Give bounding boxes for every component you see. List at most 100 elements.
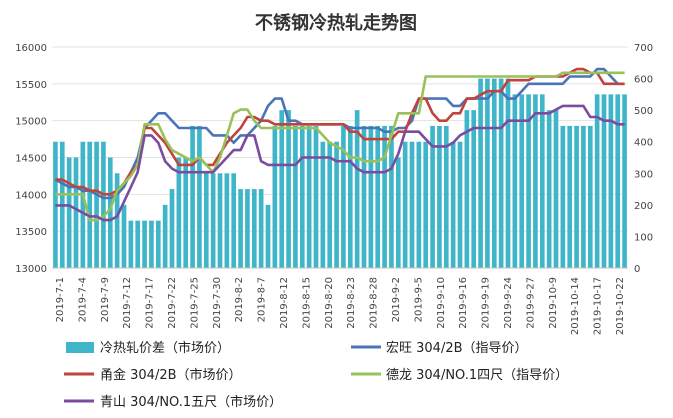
bar: [382, 125, 387, 268]
axes: 13000 13500 14000 14500 15000 15500 16000 0 100 2…: [15, 43, 653, 335]
bar: [368, 125, 374, 268]
x-tick-label: 2019-7-1: [55, 277, 66, 322]
bar: [238, 189, 243, 268]
bar: [491, 78, 497, 268]
bar: [430, 125, 435, 268]
bar: [354, 110, 360, 269]
y2-tick-label: 0: [634, 264, 640, 275]
legend-swatch-bar: [66, 342, 94, 353]
x-tick-label: 2019-10-17: [593, 277, 604, 335]
line-delong: [55, 71, 625, 222]
bar: [197, 125, 202, 268]
x-tick-label: 2019-9-5: [413, 277, 424, 322]
x-tick-label: 2019-8-15: [301, 277, 312, 329]
bar: [66, 157, 72, 268]
bar: [416, 141, 422, 268]
bar: [341, 125, 346, 268]
bar: [375, 125, 381, 268]
bar: [471, 110, 477, 269]
y-tick-label: 13000: [15, 264, 47, 275]
x-tick-label: 2019-10-14: [570, 277, 581, 335]
bar: [334, 141, 339, 268]
line-qingshan: [55, 104, 625, 222]
bar: [265, 204, 271, 268]
bar: [327, 141, 333, 268]
bar: [155, 220, 161, 268]
bar: [594, 94, 600, 268]
legend: 冷热轧价差（市场价） 宏旺 304/2B（指导价） 甬金 304/2B（市场价）…: [64, 340, 568, 410]
y2-tick-label: 100: [634, 232, 653, 243]
bar: [142, 220, 147, 268]
bar: [437, 125, 442, 268]
bar: [402, 141, 408, 268]
bar: [423, 141, 429, 268]
bar: [512, 94, 518, 268]
x-tick-label: 2019-8-23: [346, 277, 357, 329]
bar: [121, 204, 127, 268]
x-tick-label: 2019-7-22: [167, 277, 178, 329]
bar-series-group: [53, 78, 627, 269]
bar: [210, 173, 216, 268]
bar: [320, 141, 326, 268]
y2-tick-label: 700: [634, 43, 653, 54]
bar: [622, 94, 627, 268]
bar: [128, 220, 134, 268]
bar: [299, 125, 305, 268]
bar: [94, 141, 99, 268]
line-yongjin: [55, 67, 625, 196]
legend-label-qingshan: 青山 304/NO.1五尺（市场价）: [100, 394, 282, 410]
bar: [190, 125, 195, 268]
line-series-group: [54, 67, 625, 222]
x-tick-label: 2019-9-24: [503, 277, 514, 329]
bar: [313, 125, 319, 268]
y-tick-label: 14000: [15, 190, 47, 201]
bar: [409, 141, 415, 268]
bar: [519, 94, 525, 268]
y-tick-label: 14500: [15, 154, 47, 165]
x-tick-label: 2019-7-30: [212, 277, 223, 329]
bar: [162, 204, 168, 268]
bar: [443, 125, 449, 268]
bar: [478, 78, 483, 268]
x-tick-label: 2019-7-25: [189, 277, 200, 329]
bar: [574, 125, 579, 268]
bar: [293, 125, 298, 268]
x-tick-label: 2019-7-4: [77, 277, 88, 322]
bar: [224, 173, 230, 268]
y2-tick-label: 500: [634, 106, 653, 117]
bar: [505, 78, 511, 268]
bar: [272, 125, 278, 268]
x-tick-label: 2019-9-2: [391, 277, 402, 322]
bar: [498, 78, 504, 268]
bar: [615, 94, 621, 268]
bar: [73, 157, 79, 268]
legend-label-bar: 冷热轧价差（市场价）: [100, 340, 230, 356]
x-tick-label: 2019-8-7: [257, 277, 268, 322]
bar: [306, 125, 312, 268]
x-tick-label: 2019-8-28: [369, 277, 380, 329]
x-tick-label: 2019-10-22: [615, 277, 626, 335]
bar: [135, 220, 141, 268]
bar: [567, 125, 573, 268]
chart-title: 不锈钢冷热轧走势图: [255, 12, 417, 34]
x-tick-label: 2019-8-12: [279, 277, 290, 329]
bar: [560, 125, 566, 268]
bar: [450, 141, 456, 268]
legend-label-hongwang: 宏旺 304/2B（指导价）: [386, 341, 528, 356]
bar: [526, 94, 531, 268]
line-hongwang: [54, 67, 625, 200]
bar: [546, 110, 552, 269]
legend-label-yongjin: 甬金 304/2B（市场价）: [100, 367, 242, 383]
bar: [279, 110, 285, 269]
gridlines: [52, 46, 628, 269]
y-tick-label: 15500: [15, 80, 47, 91]
bar: [395, 157, 401, 268]
bar: [587, 125, 593, 268]
x-tick-label: 2019-8-2: [234, 277, 245, 322]
bar: [114, 173, 120, 268]
y-tick-label: 15000: [15, 117, 47, 128]
bar: [608, 94, 614, 268]
bar: [347, 125, 353, 268]
